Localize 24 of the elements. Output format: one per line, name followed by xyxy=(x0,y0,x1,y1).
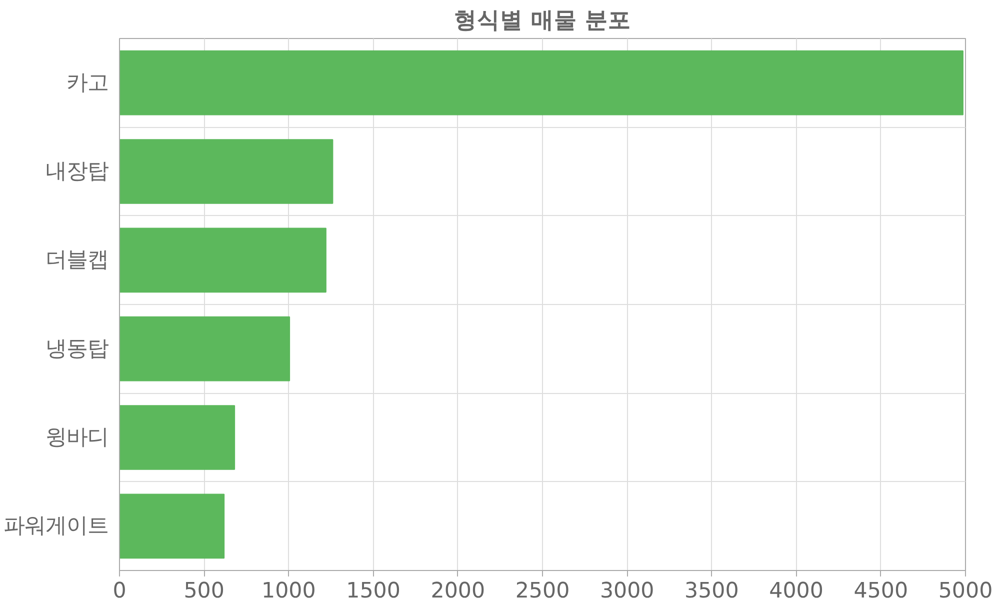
x-tick-label: 0 xyxy=(112,578,126,600)
bar xyxy=(120,316,290,382)
y-tick-label: 냉동탑 xyxy=(46,336,108,362)
x-tick-label: 2000 xyxy=(430,578,486,600)
bar xyxy=(120,139,334,204)
x-tick-label: 500 xyxy=(184,578,224,600)
x-tick-label: 1000 xyxy=(262,578,316,600)
y-tick-label: 파워게이트 xyxy=(4,514,108,539)
x-tick-label: 4000 xyxy=(769,578,824,600)
x-tick-label: 2500 xyxy=(515,578,570,600)
y-tick-label: 내장탑 xyxy=(46,159,108,184)
y-tick-label: 윙바디 xyxy=(46,425,108,450)
x-tick-label: 3500 xyxy=(684,578,739,600)
bar xyxy=(120,228,326,293)
bar xyxy=(120,50,964,116)
y-tick-label: 카고 xyxy=(66,70,108,96)
x-tick-label: 5000 xyxy=(938,578,993,600)
chart-title: 형식별 매물 분포 xyxy=(454,8,631,34)
bar xyxy=(120,494,225,559)
x-tick-label: 4500 xyxy=(854,578,908,600)
y-tick-label: 더블캡 xyxy=(46,248,108,273)
x-tick-label: 3000 xyxy=(600,578,654,600)
x-tick-label: 1500 xyxy=(346,578,400,600)
bar xyxy=(120,405,236,470)
